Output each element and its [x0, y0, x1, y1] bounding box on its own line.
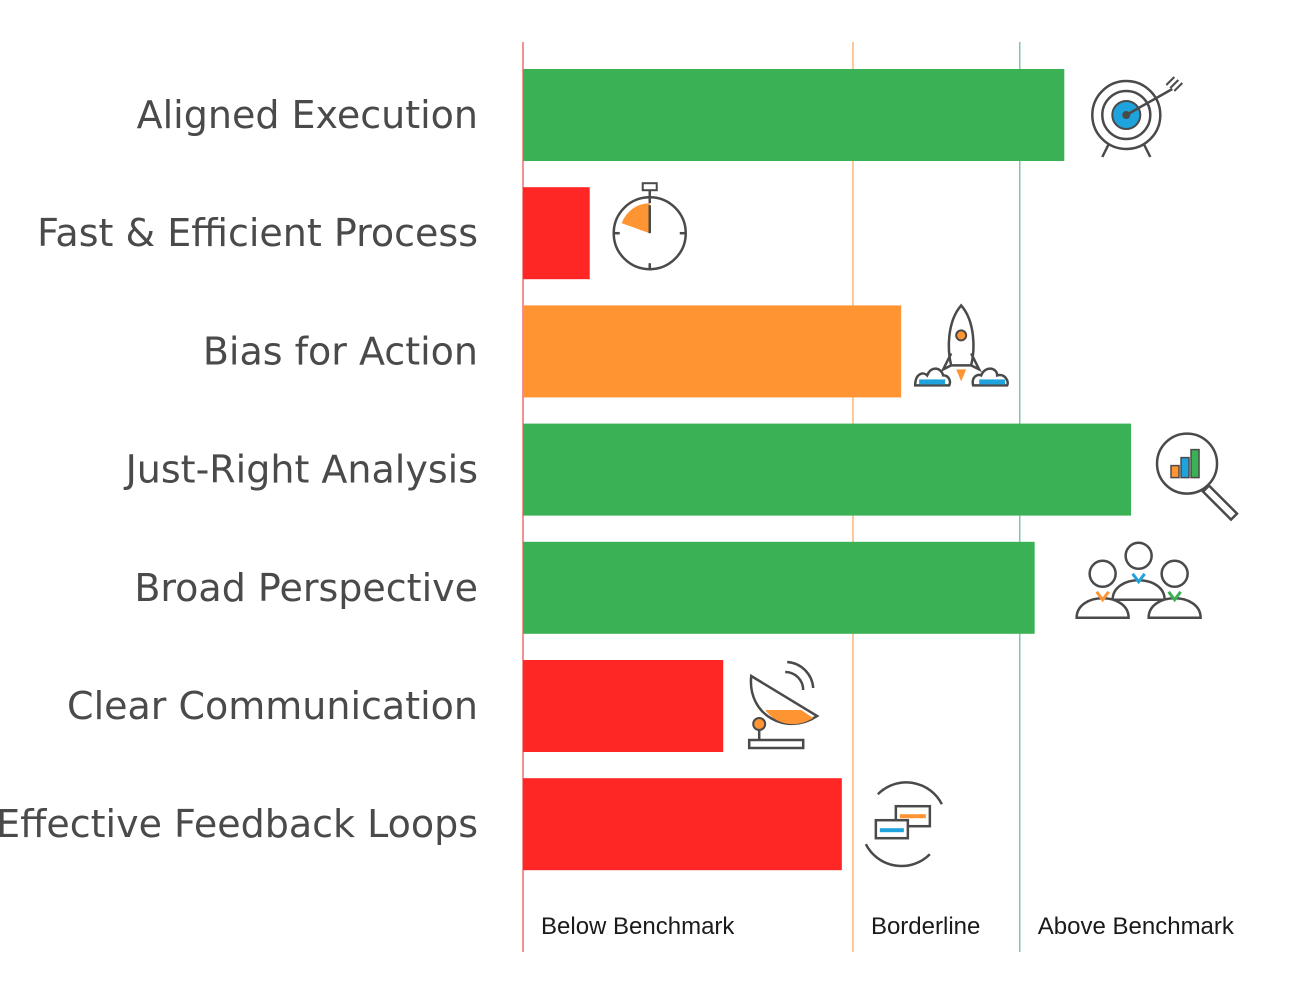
bar-5	[523, 660, 724, 752]
bar-6	[523, 778, 842, 871]
category-labels: Aligned Execution Fast & Efficient Proces…	[0, 93, 478, 846]
category-label-6: Effective Feedback Loops	[0, 802, 478, 846]
rocket-launch-icon	[913, 303, 1009, 387]
feedback-chat-icon	[864, 781, 943, 868]
zone-label-1: Borderline	[871, 913, 980, 940]
stopwatch-icon	[612, 182, 687, 271]
magnifier-chart-icon	[1155, 432, 1239, 522]
zone-labels: Below Benchmark Borderline Above Benchmark	[541, 913, 1235, 940]
bar-0	[523, 69, 1065, 161]
category-label-1: Fast & Efficient Process	[37, 211, 478, 255]
target-arrow-icon	[1091, 76, 1184, 158]
zone-label-0: Below Benchmark	[541, 913, 735, 940]
category-label-4: Broad Perspective	[134, 566, 478, 610]
category-label-5: Clear Communication	[67, 684, 478, 728]
bar-2	[523, 305, 902, 398]
satellite-dish-icon	[747, 660, 820, 750]
bar-icons	[612, 76, 1239, 868]
bars-group	[523, 69, 1132, 871]
zone-label-2: Above Benchmark	[1038, 913, 1235, 940]
category-label-0: Aligned Execution	[137, 93, 478, 137]
bar-4	[523, 541, 1035, 634]
category-label-3: Just-Right Analysis	[124, 448, 478, 492]
bar-3	[523, 423, 1132, 516]
team-people-icon	[1075, 541, 1202, 620]
category-label-2: Bias for Action	[203, 329, 478, 373]
bar-1	[523, 187, 590, 280]
